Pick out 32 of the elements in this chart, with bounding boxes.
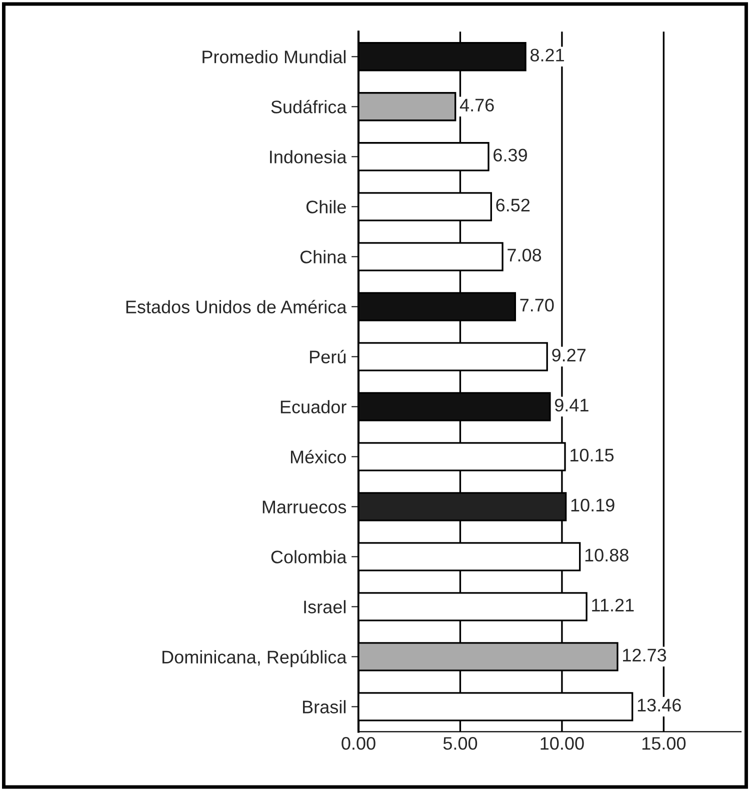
data-label: 8.21 <box>530 48 564 62</box>
y-tick-label: Perú <box>310 350 346 364</box>
data-label: 9.41 <box>554 398 588 412</box>
data-label: 11.21 <box>592 598 634 612</box>
y-tick-label: Brasil <box>303 700 346 714</box>
data-label: 6.52 <box>496 198 530 212</box>
data-label: 12.73 <box>623 648 666 662</box>
y-tick-label: Indonesia <box>270 150 347 164</box>
y-tick-label: Chile <box>306 200 346 214</box>
x-tick-label: 0.00 <box>342 737 376 750</box>
data-label: 10.88 <box>585 548 628 562</box>
data-label: 13.46 <box>638 698 681 712</box>
x-tick-label: 10.00 <box>540 737 584 750</box>
y-tick-label: Dominicana, República <box>162 650 347 668</box>
data-label: 10.19 <box>571 498 614 512</box>
y-tick-label: Estados Unidos de América <box>126 300 347 314</box>
data-label: 9.27 <box>552 348 586 362</box>
data-label: 7.70 <box>520 298 554 312</box>
y-tick-label: Ecuador <box>280 400 346 414</box>
data-label: 7.08 <box>508 248 542 262</box>
y-tick-label: Colombia <box>271 550 347 564</box>
data-label: 4.76 <box>460 98 494 112</box>
y-tick-label: Marruecos <box>262 500 346 514</box>
y-tick-label: Israel <box>304 600 346 614</box>
data-label: 10.15 <box>570 448 614 462</box>
x-tick-label: 15.00 <box>642 737 686 750</box>
y-tick-label: Promedio Mundial <box>202 50 346 64</box>
y-tick-label: China <box>300 250 347 264</box>
y-tick-label: Sudáfrica <box>271 100 347 114</box>
x-tick-label: 5.00 <box>443 737 478 750</box>
y-tick-label: México <box>290 450 346 464</box>
data-label: 6.39 <box>494 148 527 162</box>
